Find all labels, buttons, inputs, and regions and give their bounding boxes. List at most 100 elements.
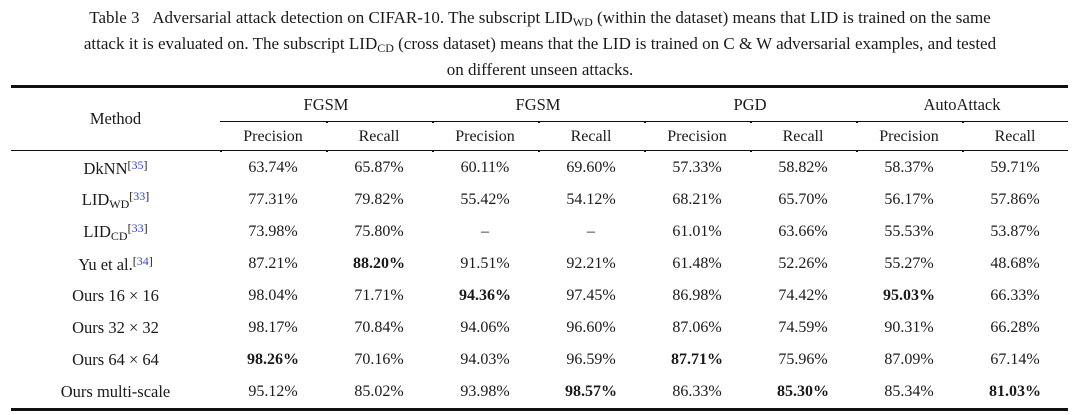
value-cell: 60.11% bbox=[460, 159, 510, 176]
rule-segment bbox=[11, 150, 220, 152]
value-cell: 57.33% bbox=[672, 159, 722, 176]
rule-segment bbox=[962, 85, 1068, 88]
text-segment: ] bbox=[143, 220, 148, 235]
value-cell: 63.66% bbox=[778, 223, 828, 240]
value-cell: 91.51% bbox=[460, 255, 510, 272]
sub-header-row: Precision Recall Precision Recall Precis… bbox=[11, 123, 1068, 150]
col-header-precision: Precision bbox=[243, 127, 303, 145]
rule-tick bbox=[220, 150, 326, 152]
value-cell: 77.31% bbox=[248, 191, 298, 208]
value-cell: 96.59% bbox=[566, 351, 616, 368]
value-cell: 92.21% bbox=[566, 255, 616, 272]
text-segment: on different unseen attacks. bbox=[446, 60, 634, 79]
caption-line-2: attack it is evaluated on. The subscript… bbox=[0, 33, 1080, 59]
rule-segment bbox=[11, 408, 220, 411]
rule-tick bbox=[750, 121, 856, 123]
table-row: LIDWD[33] 77.31% 79.82% 55.42% 54.12% 68.21% 6… bbox=[11, 184, 1068, 216]
value-cell: 97.45% bbox=[566, 287, 616, 304]
group-underline-rule bbox=[11, 121, 1068, 123]
col-header-precision: Precision bbox=[455, 127, 515, 145]
col-header-recall: Recall bbox=[994, 127, 1036, 145]
text-segment: Table 3 Adversarial attack detection on … bbox=[89, 8, 573, 27]
rule-segment bbox=[326, 85, 432, 88]
method-column-header: Method bbox=[89, 109, 142, 128]
value-cell: 75.96% bbox=[778, 351, 828, 368]
caption-line-3: on different unseen attacks. bbox=[0, 59, 1080, 80]
rule-tick bbox=[856, 150, 962, 152]
method-cell: Yu et al.[34] bbox=[11, 248, 220, 280]
rule-tick bbox=[326, 150, 432, 152]
rule-tick bbox=[644, 85, 750, 88]
value-cell: 55.27% bbox=[884, 255, 934, 272]
value-cell: 70.16% bbox=[354, 351, 404, 368]
value-cell: 53.87% bbox=[990, 223, 1040, 240]
rule-segment bbox=[750, 85, 856, 88]
value-cell: 61.01% bbox=[672, 223, 722, 240]
text-segment: (within the dataset) means that LID is t… bbox=[592, 8, 991, 27]
rule-segment bbox=[220, 121, 326, 123]
table-row: Ours 64 × 64 98.26% 70.16% 94.03% 96.59% 87.7… bbox=[11, 344, 1068, 376]
rule-tick bbox=[432, 150, 538, 152]
col-header-recall: Recall bbox=[358, 127, 400, 145]
value-cell: 87.71% bbox=[671, 351, 723, 368]
value-cell: 48.68% bbox=[990, 255, 1040, 272]
rule-tick bbox=[856, 121, 962, 123]
value-cell: 87.21% bbox=[248, 255, 298, 272]
value-cell: 65.70% bbox=[778, 191, 828, 208]
method-cell: LIDWD[33] bbox=[11, 184, 220, 216]
value-cell: 94.36% bbox=[459, 287, 511, 304]
value-cell: – bbox=[481, 223, 489, 240]
value-cell: 93.98% bbox=[460, 383, 510, 400]
rule-tick bbox=[856, 408, 962, 411]
rule-segment bbox=[11, 85, 220, 88]
value-cell: 54.12% bbox=[566, 191, 616, 208]
value-cell: 65.87% bbox=[354, 159, 404, 176]
rule-tick bbox=[220, 85, 326, 88]
rule-tick bbox=[962, 121, 1068, 123]
method-cell: Ours 64 × 64 bbox=[11, 344, 220, 376]
table-row: Yu et al.[34] 87.21% 88.20% 91.51% 92.21% 61.… bbox=[11, 248, 1068, 280]
value-cell: 98.57% bbox=[565, 383, 617, 400]
value-cell: 70.84% bbox=[354, 319, 404, 336]
header-underline-rule bbox=[11, 150, 1068, 152]
rule-segment bbox=[538, 85, 644, 88]
rule-tick bbox=[644, 121, 750, 123]
rule-tick bbox=[750, 150, 856, 152]
value-cell: 57.86% bbox=[990, 191, 1040, 208]
value-cell: 94.03% bbox=[460, 351, 510, 368]
table-row: DkNN[35] 63.74% 65.87% 60.11% 69.60% 57.33% 58… bbox=[11, 152, 1068, 184]
rule-tick bbox=[538, 408, 644, 411]
value-cell: 69.60% bbox=[566, 159, 616, 176]
rule-tick bbox=[432, 408, 538, 411]
value-cell: 87.09% bbox=[884, 351, 934, 368]
table-row: Ours 32 × 32 98.17% 70.84% 94.06% 96.60% 87.0… bbox=[11, 312, 1068, 344]
rule-tick bbox=[538, 150, 644, 152]
rule-tick bbox=[644, 150, 750, 152]
text-segment: [ bbox=[132, 253, 137, 268]
value-cell: 86.33% bbox=[672, 383, 722, 400]
text-segment: [ bbox=[129, 188, 134, 203]
method-cell: Ours 16 × 16 bbox=[11, 280, 220, 312]
text-segment: WD bbox=[572, 15, 593, 29]
text-segment: ] bbox=[143, 157, 148, 172]
rule-tick bbox=[750, 408, 856, 411]
text-segment: Ours 64 × 64 bbox=[72, 350, 159, 369]
value-cell: 52.26% bbox=[778, 255, 828, 272]
rule-tick bbox=[962, 408, 1068, 411]
value-cell: 56.17% bbox=[884, 191, 934, 208]
text-segment: Ours 32 × 32 bbox=[72, 318, 159, 337]
citation-number: 35 bbox=[131, 157, 144, 172]
text-segment: ] bbox=[148, 253, 153, 268]
value-cell: 96.60% bbox=[566, 319, 616, 336]
rule-tick bbox=[220, 408, 326, 411]
value-cell: 66.28% bbox=[990, 319, 1040, 336]
text-segment: Ours multi-scale bbox=[60, 382, 171, 401]
text-segment: DkNN bbox=[83, 158, 128, 178]
text-segment: [ bbox=[127, 220, 132, 235]
group-header-autoattack: AutoAttack bbox=[923, 94, 1001, 114]
table-head: Method FGSM FGSM PGD AutoAttack Precisio… bbox=[11, 85, 1068, 152]
value-cell: 75.80% bbox=[354, 223, 404, 240]
rule-tick bbox=[644, 408, 750, 411]
caption-line-1: Table 3 Adversarial attack detection on … bbox=[0, 7, 1080, 33]
method-cell: Ours multi-scale bbox=[11, 376, 220, 408]
